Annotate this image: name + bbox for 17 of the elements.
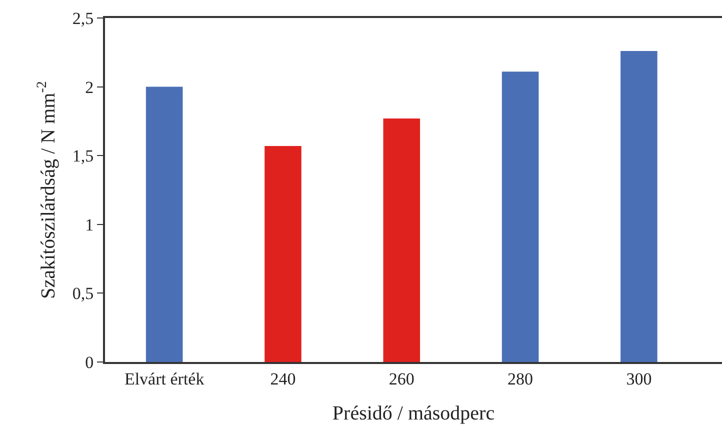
y-tick-label: 1,5 (72, 146, 94, 166)
x-axis-title: Présidő / másodperc (332, 402, 495, 424)
x-tick-label: 280 (508, 369, 534, 388)
bar (383, 118, 420, 362)
y-tick-label: 0 (85, 352, 94, 372)
y-tick-label: 0,5 (72, 284, 94, 304)
y-tick-label: 2,5 (72, 8, 94, 28)
bar (146, 86, 183, 362)
x-tick-label: 240 (270, 369, 296, 388)
x-tick-label: Elvárt érték (124, 369, 205, 388)
bar (264, 146, 302, 362)
bar (620, 51, 658, 362)
x-tick-label: 260 (388, 369, 414, 388)
y-tick-label: 2 (85, 78, 94, 97)
x-tick-label: 300 (626, 369, 652, 388)
y-tick-label: 1 (85, 215, 94, 234)
bar (502, 72, 539, 362)
